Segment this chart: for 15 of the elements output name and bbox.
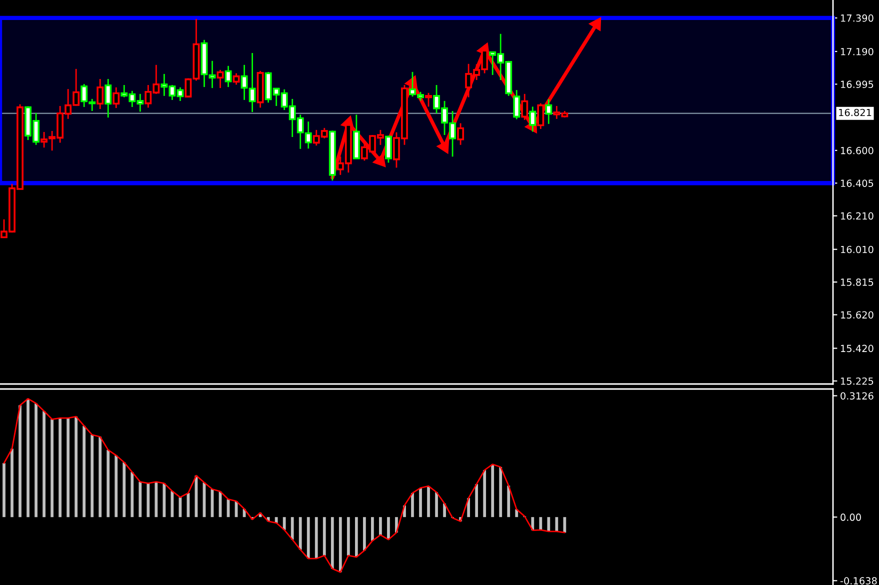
y-tick-label: 16.600 — [841, 146, 874, 154]
y-tick-label: 15.815 — [841, 278, 874, 286]
y-tick-label: 15.225 — [841, 377, 874, 385]
y-tick-label: 16.405 — [841, 180, 874, 187]
y-tick-label: 0.00 — [840, 514, 861, 521]
y-tick-label: 15.420 — [841, 344, 874, 352]
ref-line-label: 16.821 — [839, 108, 872, 116]
y-tick-label: -0.1638 — [840, 577, 877, 584]
y-tick-label: 17.390 — [841, 14, 874, 22]
y-tick-label: 0.3126 — [840, 392, 874, 400]
y-tick-label: 16.210 — [841, 212, 874, 220]
y-tick-label: 16.010 — [841, 246, 874, 254]
y-tick-label: 17.190 — [841, 48, 874, 56]
y-tick-label: 15.620 — [841, 311, 874, 319]
y-tick-label: 16.995 — [841, 80, 874, 88]
